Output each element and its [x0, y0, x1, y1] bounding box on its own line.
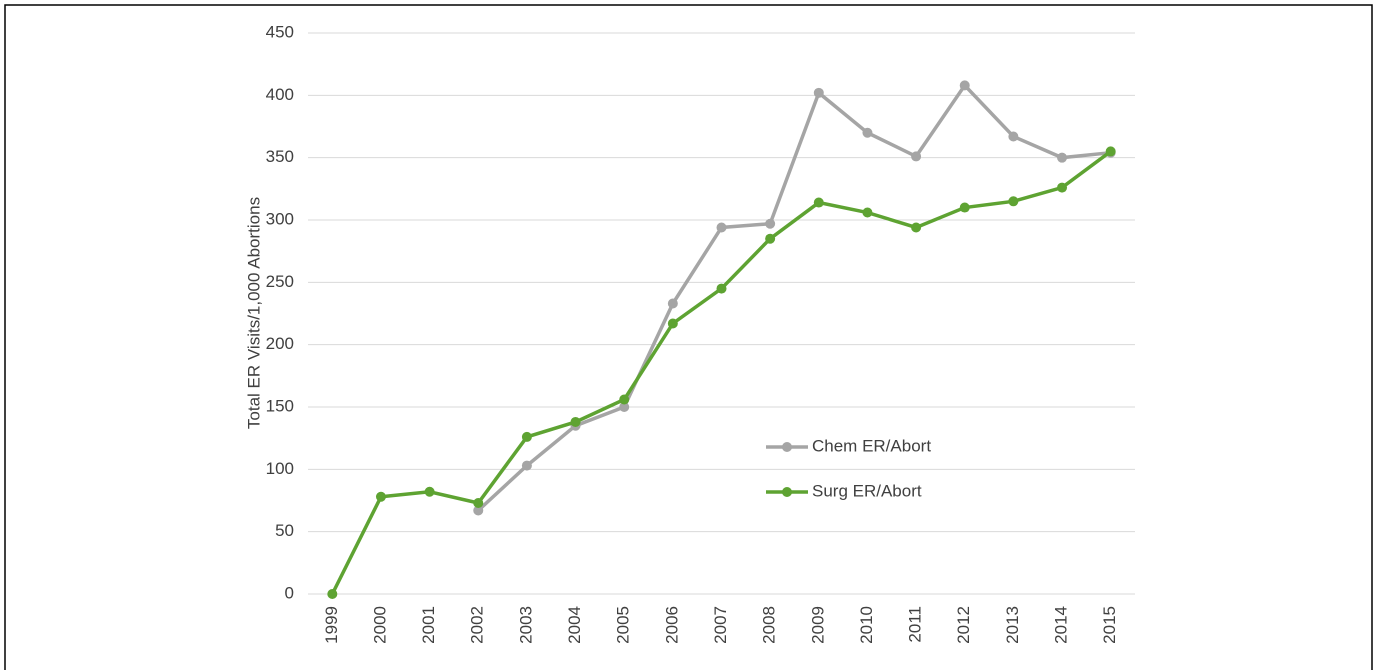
data-point	[813, 87, 824, 98]
data-point	[1008, 196, 1019, 207]
y-tick-label: 100	[266, 459, 294, 478]
data-point	[424, 486, 435, 497]
y-tick-label: 350	[266, 147, 294, 166]
data-point	[765, 233, 776, 244]
x-tick-label: 2004	[565, 606, 584, 644]
y-tick-label: 400	[266, 85, 294, 104]
data-point	[716, 283, 727, 294]
x-tick-label: 2015	[1100, 606, 1119, 644]
data-point	[813, 197, 824, 208]
x-tick-label: 2001	[419, 606, 438, 644]
x-tick-label: 2011	[906, 606, 925, 643]
data-point	[716, 222, 727, 233]
x-tick-label: 2014	[1052, 606, 1071, 644]
y-tick-label: 450	[266, 22, 294, 41]
x-tick-label: 2007	[711, 606, 730, 644]
data-point	[619, 402, 630, 412]
y-tick-label: 150	[266, 396, 294, 415]
data-point	[1105, 146, 1116, 157]
x-tick-label: 2012	[954, 606, 973, 644]
data-point	[521, 431, 532, 442]
x-tick-label: 2013	[1003, 606, 1022, 644]
data-point	[1057, 152, 1068, 163]
series-line	[477, 82, 1111, 512]
x-tick-label: 2002	[468, 606, 487, 644]
x-tick-label: 2000	[370, 606, 389, 644]
y-tick-label: 250	[266, 272, 294, 291]
data-point	[667, 318, 678, 329]
data-point	[619, 394, 630, 405]
y-axis-label: Total ER Visits/1,000 Abortions	[244, 197, 263, 429]
legend-label: Surg ER/Abort	[812, 481, 922, 500]
data-point	[1008, 131, 1019, 142]
data-point	[667, 298, 678, 309]
x-tick-label: 2010	[857, 606, 876, 644]
data-point	[327, 589, 338, 599]
data-point	[375, 491, 386, 502]
data-point	[911, 151, 922, 162]
frame	[4, 4, 1373, 670]
data-point	[1057, 182, 1068, 193]
x-tick-label: 2009	[808, 606, 827, 644]
y-tick-label: 200	[266, 334, 294, 353]
data-point	[862, 127, 873, 138]
series-line	[330, 150, 1112, 595]
y-tick-label: 50	[275, 521, 294, 540]
data-point	[911, 222, 922, 233]
data-point	[765, 218, 776, 229]
y-tick-label: 300	[266, 209, 294, 228]
x-tick-label: 1999	[322, 606, 341, 644]
x-tick-label: 2005	[614, 606, 633, 644]
legend-label: Chem ER/Abort	[812, 436, 931, 455]
data-point	[959, 202, 970, 213]
data-point	[521, 460, 532, 471]
data-point	[473, 497, 484, 508]
legend-marker	[782, 487, 792, 497]
data-point	[862, 207, 873, 218]
x-tick-label: 2008	[760, 606, 779, 644]
data-point	[570, 416, 581, 427]
x-tick-label: 2006	[662, 606, 681, 644]
data-point	[959, 80, 970, 91]
legend-marker	[782, 442, 792, 452]
x-tick-label: 2003	[516, 606, 535, 644]
data-point	[473, 505, 484, 516]
y-tick-label: 0	[285, 583, 294, 602]
